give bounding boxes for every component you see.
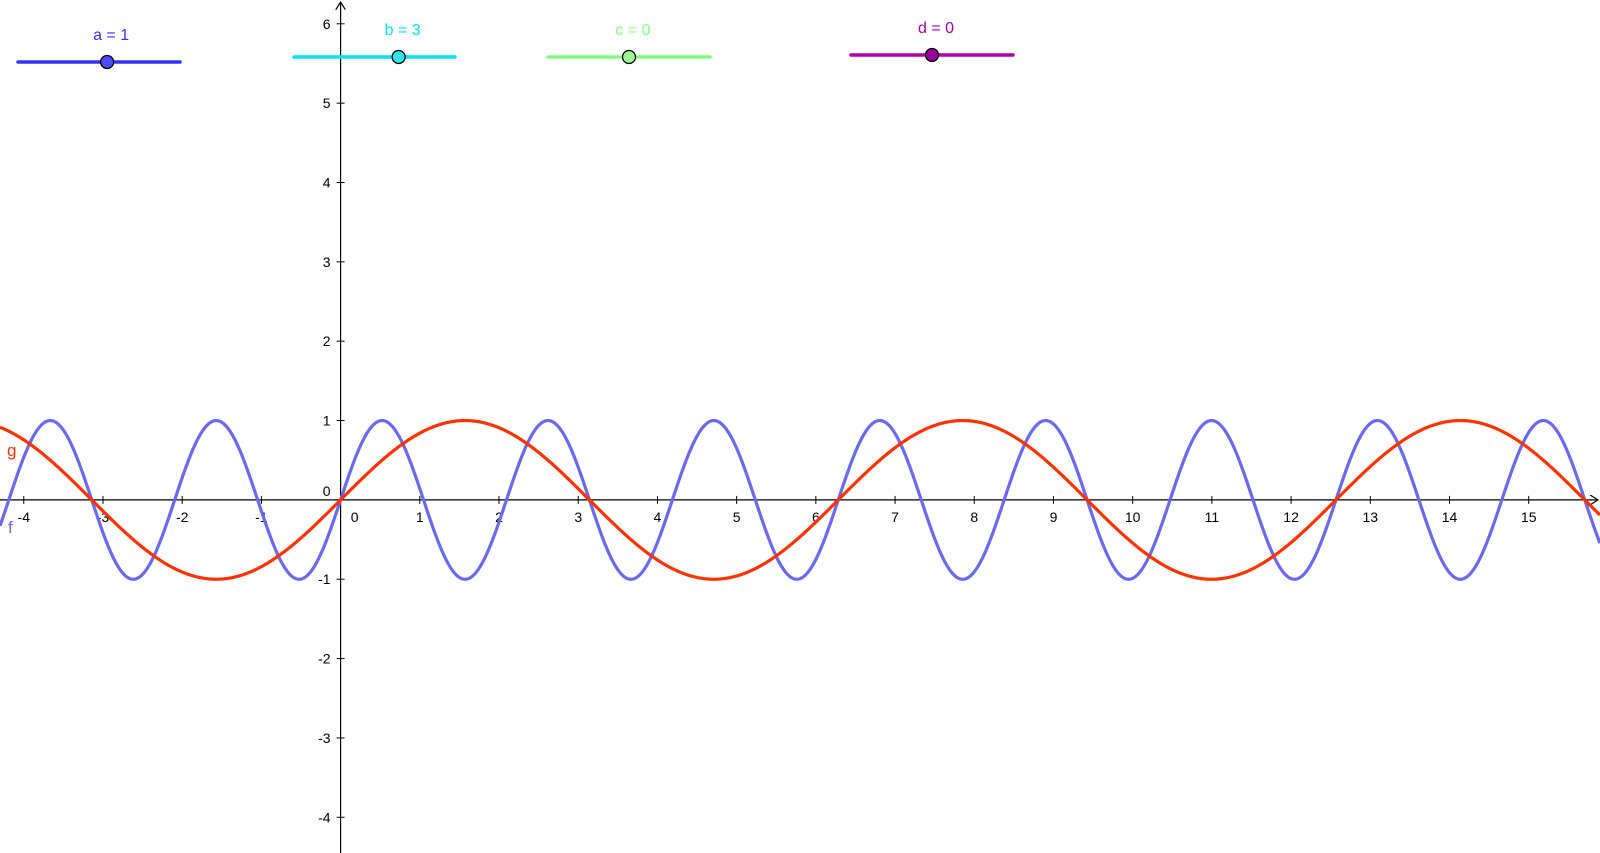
y-tick-label: 0 — [323, 483, 331, 499]
x-tick-label: 15 — [1521, 509, 1537, 525]
curve-label-g: g — [7, 441, 16, 460]
slider-handle[interactable] — [99, 54, 115, 70]
slider-label: d = 0 — [918, 20, 954, 37]
y-tick-label: 1 — [323, 413, 331, 429]
y-tick-label: 4 — [323, 175, 331, 191]
sliders[interactable]: a = 1 b = 3 c = 0 d = 0 — [16, 20, 1015, 70]
y-tick-label: -1 — [318, 571, 331, 587]
x-tick-label: 7 — [891, 509, 899, 525]
slider-label: c = 0 — [615, 22, 650, 39]
curve-f[interactable] — [0, 418, 1600, 581]
slider-a[interactable]: a = 1 — [16, 27, 182, 70]
curve-g[interactable] — [0, 418, 1600, 581]
x-tick-label: 11 — [1205, 509, 1220, 525]
y-tick-label: 3 — [323, 254, 331, 270]
y-tick-label: 2 — [323, 333, 331, 349]
slider-d[interactable]: d = 0 — [849, 20, 1015, 63]
slider-label: b = 3 — [385, 22, 421, 39]
x-tick-label: 10 — [1125, 509, 1141, 525]
x-tick-label: -2 — [176, 509, 189, 525]
x-tick-label: 8 — [970, 509, 978, 525]
x-tick-label: 3 — [574, 509, 582, 525]
y-tick-label: -3 — [318, 730, 331, 746]
x-tick-label: 9 — [1050, 509, 1058, 525]
axis-ticks: -4 -3 -2 -1 0 1 2 3 4 5 6 7 8 9 10 11 12 13 14 15-4-3-2-101… — [18, 16, 1537, 825]
curve-labels: fg — [7, 441, 16, 537]
x-tick-label: 4 — [654, 509, 662, 525]
y-tick-label: 5 — [323, 95, 331, 111]
x-tick-label: 5 — [733, 509, 741, 525]
curve-label-f: f — [8, 518, 13, 537]
y-tick-label: -2 — [318, 651, 331, 667]
slider-label: a = 1 — [93, 27, 129, 44]
slider-handle[interactable] — [391, 49, 406, 65]
slider-handle[interactable] — [621, 49, 637, 65]
x-tick-label: 12 — [1283, 509, 1299, 525]
x-tick-label: 13 — [1363, 509, 1379, 525]
slider-b[interactable]: b = 3 — [292, 22, 457, 65]
function-curves[interactable] — [0, 418, 1600, 581]
x-tick-label: 1 — [416, 509, 424, 525]
slider-handle[interactable] — [924, 47, 940, 63]
x-tick-label: -4 — [18, 509, 31, 525]
x-tick-label: 6 — [812, 509, 820, 525]
y-tick-label: -4 — [318, 809, 331, 825]
x-tick-label: 14 — [1442, 509, 1458, 525]
slider-c[interactable]: c = 0 — [546, 22, 712, 65]
y-tick-label: 6 — [323, 16, 331, 32]
x-tick-label: 0 — [351, 509, 359, 525]
